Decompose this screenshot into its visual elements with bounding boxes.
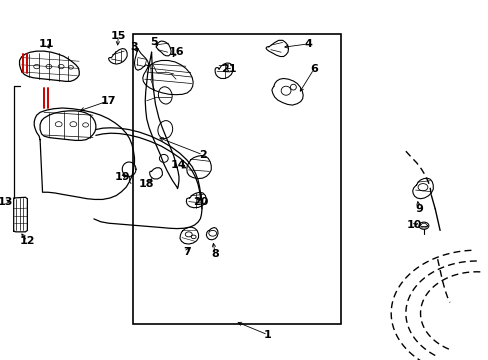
Text: 2: 2 [199, 150, 206, 160]
Text: 9: 9 [414, 204, 422, 214]
Bar [133, 34, 340, 324]
Text: 4: 4 [304, 39, 311, 49]
Text: 8: 8 [211, 249, 219, 259]
Text: 10: 10 [406, 220, 422, 230]
Text: 20: 20 [192, 197, 208, 207]
Text: 18: 18 [139, 179, 154, 189]
Text: 3: 3 [130, 42, 138, 52]
Text: 11: 11 [39, 39, 54, 49]
Text: 6: 6 [309, 64, 317, 74]
Text: 13: 13 [0, 197, 13, 207]
Text: 1: 1 [264, 330, 271, 340]
Text: 14: 14 [170, 160, 186, 170]
Text: 16: 16 [168, 47, 183, 57]
Text: 19: 19 [114, 172, 130, 183]
Text: 21: 21 [221, 64, 236, 75]
Text: 7: 7 [183, 247, 190, 257]
Text: 12: 12 [20, 236, 35, 246]
Text: 5: 5 [150, 37, 158, 47]
Text: 15: 15 [110, 31, 126, 41]
Text: 17: 17 [101, 96, 116, 106]
